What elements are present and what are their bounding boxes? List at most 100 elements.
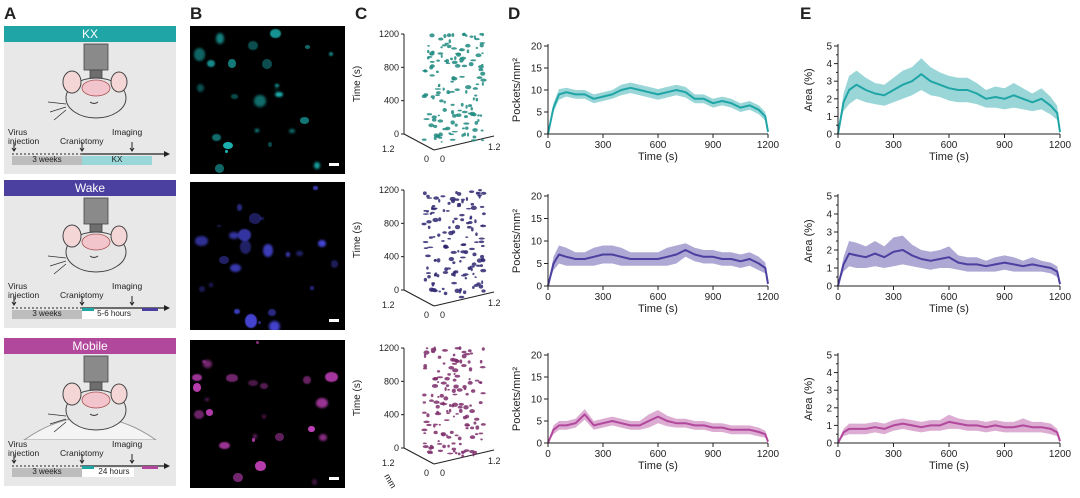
c-point [451, 130, 458, 133]
c-point [454, 288, 460, 293]
y-tick-label: 5 [536, 417, 542, 428]
c-point [431, 205, 436, 208]
c-point [460, 198, 465, 201]
c-point [451, 60, 458, 65]
c-point [444, 267, 449, 272]
condition-body: Virus injection Craniotomy Imaging 3 weeks 24… [4, 354, 176, 486]
c-point [422, 240, 429, 244]
c-point [458, 289, 462, 294]
fluorescent-blob [315, 397, 328, 409]
c-point [479, 43, 484, 48]
c-point [425, 272, 431, 275]
imaging-label: Imaging [112, 127, 143, 137]
c-point [455, 451, 458, 455]
c-point [474, 417, 480, 421]
c-point [458, 408, 463, 413]
c-point [444, 386, 447, 392]
c-point [474, 38, 480, 41]
fluorescent-blob [255, 129, 259, 133]
period-label: KX [111, 155, 123, 164]
c-point [436, 370, 441, 373]
c-point [443, 419, 450, 422]
c-point [480, 268, 487, 273]
c-point [445, 58, 449, 64]
c-point [454, 56, 457, 61]
mouse-illustration [47, 197, 128, 275]
c-point [474, 276, 477, 278]
y-tick-label: 10 [531, 395, 543, 406]
c-point [450, 80, 454, 83]
c-point [431, 118, 437, 122]
mean-line [837, 249, 1061, 287]
c-point [456, 191, 462, 196]
c-point [457, 109, 463, 112]
c-point [461, 350, 467, 354]
c-point [452, 271, 457, 274]
c-point [442, 127, 448, 131]
y-tick-label: 0 [826, 130, 832, 141]
c-point [459, 359, 463, 364]
y-tick-label: 20 [531, 192, 543, 203]
c-point [440, 381, 447, 385]
c-point [469, 352, 474, 355]
x-tick-label: 900 [996, 292, 1013, 303]
c-point [451, 33, 455, 37]
c-point [442, 209, 446, 213]
c-point [446, 90, 451, 95]
c-point [463, 250, 469, 255]
c-axis-tick: 1.2 [382, 458, 395, 468]
c-point [437, 440, 440, 443]
c-point [470, 205, 477, 211]
c-point [466, 207, 472, 210]
c-point [479, 42, 486, 44]
mean-line [837, 73, 1061, 135]
c-point [423, 353, 427, 358]
fluorescent-blob [233, 472, 243, 483]
c-axis-tick: 1.2 [488, 456, 500, 466]
fluorescent-blob [228, 59, 236, 68]
c-point [465, 392, 469, 396]
c-point [475, 46, 479, 50]
c-point [440, 46, 443, 49]
x-tick-label: 900 [705, 449, 722, 460]
chart-d-2: 0 5 10 15 20 0 300 600 900 1200 Time (s) Pockets/mm… [511, 192, 780, 316]
y-tick-label: 4 [826, 368, 832, 379]
weeks-label: 3 weeks [32, 467, 62, 476]
fluorescent-blob [212, 134, 221, 142]
c-point [457, 249, 460, 253]
scatter3d-2: 0 400 800 1200 Time (s) 1.2 0 0 1.2 [352, 185, 500, 320]
c-point [447, 444, 450, 448]
c-point [427, 44, 430, 47]
c-point [426, 220, 432, 224]
x-axis-label: Time (s) [929, 151, 969, 163]
c-point [451, 442, 456, 445]
c-point [437, 114, 441, 117]
weeks-label: 3 weeks [32, 309, 62, 318]
c-point [461, 127, 465, 130]
c-point [422, 401, 426, 404]
c-point [472, 272, 475, 276]
virus-injection-label: Virus [8, 127, 28, 137]
condition-block-mobile: Mobile Virus injection Craniotomy Imaging 3 w… [4, 338, 176, 488]
c-point [433, 196, 440, 200]
panel-letter-e: E [800, 4, 812, 23]
c-point [452, 114, 457, 118]
y-tick-label: 5 [536, 259, 542, 270]
c-point [464, 276, 468, 280]
c-point [472, 97, 475, 101]
fluorescent-blob [247, 379, 259, 387]
x-tick-label: 0 [545, 292, 551, 303]
c-point [468, 377, 471, 381]
c-point [452, 219, 455, 224]
c-point [421, 138, 427, 141]
c-point [456, 388, 463, 392]
c-point [437, 449, 444, 453]
fluorescent-blob [296, 250, 303, 256]
fluorescent-blob [219, 441, 230, 450]
c-point [452, 393, 458, 396]
x-tick-label: 1200 [1049, 140, 1072, 151]
c-point [442, 240, 445, 242]
c-point [440, 432, 447, 436]
c-point [472, 286, 475, 289]
c-point [440, 54, 443, 58]
